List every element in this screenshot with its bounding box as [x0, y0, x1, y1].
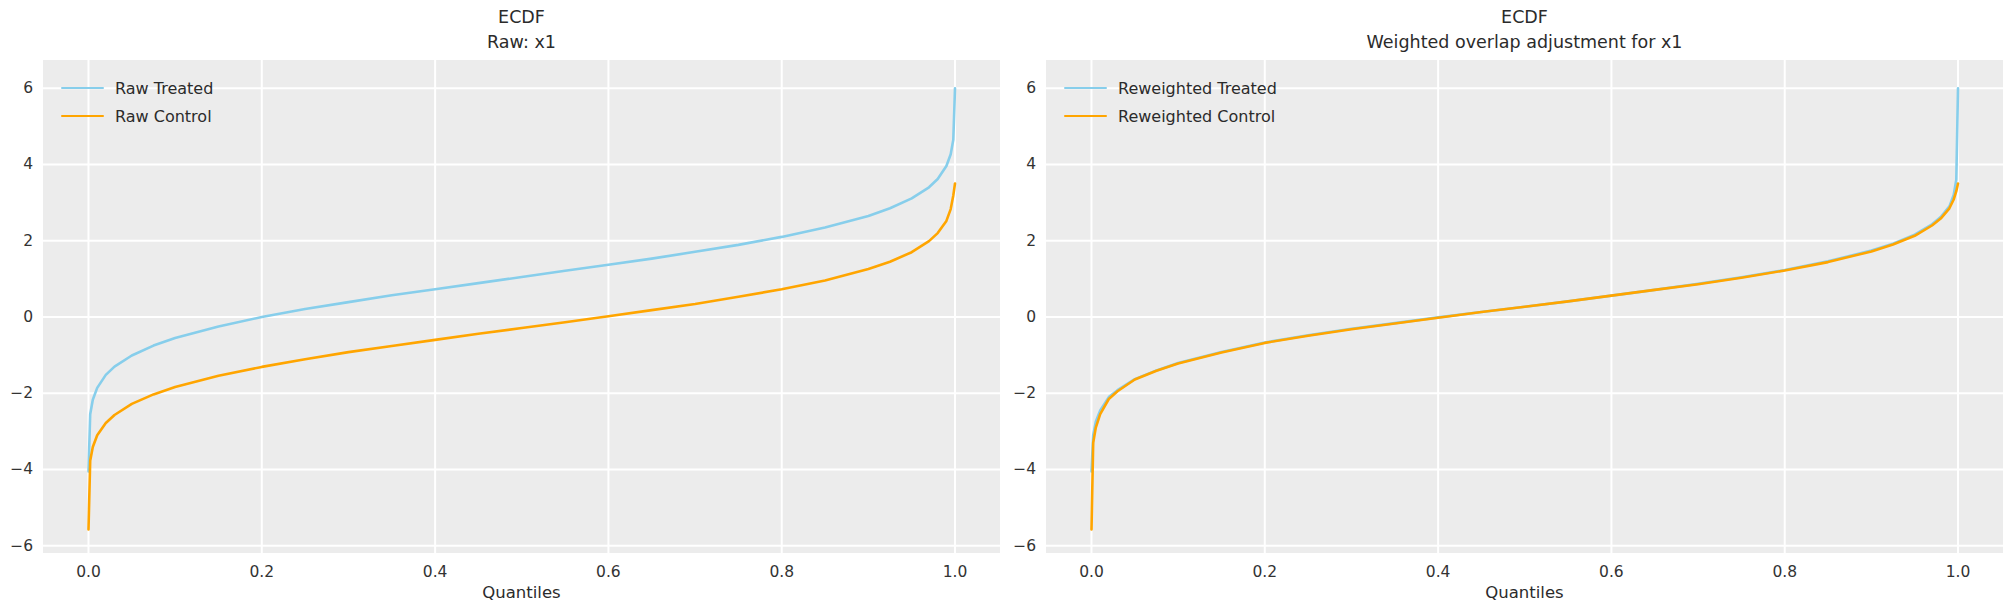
x-tick-label: 1.0 — [925, 562, 985, 582]
right-plot-area: 0.00.20.40.60.81.06420−2−4−6Reweighted T… — [1046, 60, 2003, 553]
legend-row: Reweighted Control — [1064, 104, 1277, 128]
left-xaxis-label: Quantiles — [43, 583, 1000, 602]
series-line-reweighted-control — [1092, 184, 1959, 530]
y-tick-label: −6 — [0, 535, 33, 557]
y-tick-label: −4 — [982, 458, 1036, 480]
y-tick-label: 2 — [0, 230, 33, 252]
y-tick-label: 6 — [0, 77, 33, 99]
x-tick-label: 0.0 — [58, 562, 118, 582]
series-line-raw-control — [89, 184, 956, 530]
legend-label: Reweighted Treated — [1118, 79, 1277, 98]
right-plot-title-line2: Weighted overlap adjustment for x1 — [1046, 30, 2003, 55]
legend: Raw Treated Raw Control — [61, 76, 213, 132]
y-tick-label: −2 — [0, 382, 33, 404]
plot-canvas — [43, 60, 1000, 553]
legend-line-swatch — [1064, 87, 1107, 90]
legend-line-swatch — [61, 87, 104, 90]
legend-line-swatch — [61, 115, 104, 118]
right-xaxis-label: Quantiles — [1046, 583, 2003, 602]
y-tick-label: 0 — [982, 306, 1036, 328]
right-plot-title-line1: ECDF — [1046, 5, 2003, 30]
x-tick-label: 1.0 — [1928, 562, 1988, 582]
y-tick-label: −2 — [982, 382, 1036, 404]
x-tick-label: 0.8 — [1755, 562, 1815, 582]
x-tick-label: 0.2 — [232, 562, 292, 582]
y-tick-label: −4 — [0, 458, 33, 480]
y-tick-label: 2 — [982, 230, 1036, 252]
series-line-reweighted-treated — [1092, 88, 1959, 471]
legend-label: Raw Control — [115, 107, 212, 126]
y-tick-label: 6 — [982, 77, 1036, 99]
x-tick-label: 0.2 — [1235, 562, 1295, 582]
ecdf-figure: ECDF Raw: x1 ECDF Weighted overlap adjus… — [0, 0, 2011, 611]
legend-row: Raw Treated — [61, 76, 213, 100]
legend-label: Reweighted Control — [1118, 107, 1275, 126]
x-tick-label: 0.4 — [405, 562, 465, 582]
x-tick-label: 0.8 — [752, 562, 812, 582]
y-tick-label: 4 — [982, 153, 1036, 175]
left-plot-area: 0.00.20.40.60.81.06420−2−4−6Raw TreatedR… — [43, 60, 1000, 553]
legend: Reweighted Treated Reweighted Control — [1064, 76, 1277, 132]
legend-row: Raw Control — [61, 104, 213, 128]
y-tick-label: 0 — [0, 306, 33, 328]
x-tick-label: 0.4 — [1408, 562, 1468, 582]
legend-label: Raw Treated — [115, 79, 213, 98]
x-tick-label: 0.6 — [1581, 562, 1641, 582]
left-plot-title-line1: ECDF — [43, 5, 1000, 30]
left-plot-title-line2: Raw: x1 — [43, 30, 1000, 55]
right-plot-title: ECDF Weighted overlap adjustment for x1 — [1046, 5, 2003, 55]
legend-line-swatch — [1064, 115, 1107, 118]
y-tick-label: −6 — [982, 535, 1036, 557]
left-plot-title: ECDF Raw: x1 — [43, 5, 1000, 55]
plot-canvas — [1046, 60, 2003, 553]
x-tick-label: 0.0 — [1061, 562, 1121, 582]
x-tick-label: 0.6 — [578, 562, 638, 582]
y-tick-label: 4 — [0, 153, 33, 175]
legend-row: Reweighted Treated — [1064, 76, 1277, 100]
